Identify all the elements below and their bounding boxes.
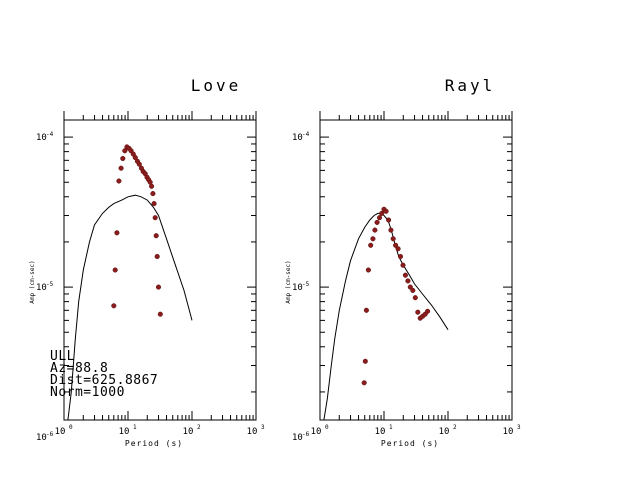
- data-point: [393, 242, 399, 248]
- data-point: [405, 278, 411, 284]
- data-point: [116, 178, 122, 184]
- x-tick-exponent: 1: [133, 424, 137, 431]
- y-axis-label: Amp (cm-sec): [285, 260, 292, 303]
- x-ticks: [319, 111, 513, 420]
- x-tick-exponent: 1: [389, 424, 393, 431]
- data-point: [376, 215, 383, 221]
- data-point: [374, 219, 380, 225]
- x-tick-label: 10: [247, 427, 258, 437]
- data-point: [151, 201, 157, 207]
- y-tick-exponent: -4: [46, 131, 54, 138]
- data-point: [379, 210, 385, 216]
- observed-points: [361, 206, 431, 428]
- data-point: [154, 253, 160, 260]
- x-tick-label: 10: [311, 427, 322, 437]
- data-point: [365, 267, 371, 273]
- station-annotation-line: Norm=1000: [50, 385, 125, 400]
- data-point: [386, 217, 392, 223]
- station-annotation-line: ULL: [50, 349, 75, 364]
- y-tick-label: 10: [292, 283, 303, 293]
- x-tick-exponent: 3: [517, 424, 521, 431]
- data-point: [361, 423, 366, 428]
- x-axis-label: Period (s): [125, 439, 183, 448]
- data-point: [152, 215, 158, 221]
- data-point: [383, 208, 389, 214]
- x-tick-exponent: 2: [197, 424, 201, 431]
- data-point: [112, 267, 118, 273]
- data-point: [412, 295, 418, 301]
- data-point: [368, 242, 374, 248]
- y-tick-label: 10: [292, 433, 303, 443]
- data-point: [370, 236, 376, 242]
- data-point: [425, 308, 431, 314]
- y-tick-exponent: -6: [302, 431, 310, 438]
- y-tick-exponent: -5: [302, 281, 310, 288]
- plot-frame: [63, 119, 257, 421]
- data-point: [111, 303, 117, 309]
- x-tick-label: 10: [55, 427, 66, 437]
- data-point: [415, 309, 421, 315]
- x-tick-label: 10: [183, 427, 194, 437]
- data-point: [400, 262, 406, 268]
- y-ticks: [64, 136, 256, 393]
- x-tick-exponent: 0: [69, 424, 73, 431]
- data-point: [402, 272, 408, 278]
- data-point: [388, 227, 394, 233]
- y-axis-label: Amp (cm-sec): [29, 260, 36, 303]
- data-point: [362, 358, 368, 364]
- y-tick-label: 10: [36, 433, 47, 443]
- x-axis-label: Period (s): [381, 439, 439, 448]
- y-tick-label: 10: [36, 283, 47, 293]
- data-point: [118, 165, 124, 171]
- y-tick-exponent: -5: [46, 281, 54, 288]
- y-ticks: [320, 136, 512, 393]
- x-ticks: [63, 111, 257, 420]
- data-point: [155, 284, 162, 290]
- model-curve: [67, 194, 193, 420]
- chart-title: Rayl: [445, 76, 496, 95]
- data-point: [114, 230, 120, 236]
- y-tick-label: 10: [36, 133, 47, 143]
- y-tick-label: 10: [292, 133, 303, 143]
- x-tick-exponent: 2: [453, 424, 457, 431]
- station-annotation-line: Dist=625.8867: [50, 373, 158, 388]
- data-point: [149, 183, 155, 189]
- x-tick-label: 10: [375, 427, 386, 437]
- data-point: [157, 311, 163, 317]
- plot-frame: [319, 119, 513, 421]
- x-tick-exponent: 3: [261, 424, 265, 431]
- y-tick-exponent: -4: [302, 131, 310, 138]
- x-tick-exponent: 0: [325, 424, 329, 431]
- data-point: [395, 246, 401, 252]
- station-annotation-line: Az=88.8: [50, 361, 108, 376]
- model-curve: [323, 212, 449, 420]
- data-point: [136, 161, 142, 167]
- data-point: [122, 148, 128, 154]
- data-point: [390, 236, 396, 242]
- x-tick-label: 10: [119, 427, 130, 437]
- chart-title: Love: [191, 76, 242, 95]
- x-tick-label: 10: [503, 427, 514, 437]
- y-tick-exponent: -6: [46, 431, 54, 438]
- data-point: [410, 287, 416, 293]
- data-point: [372, 227, 378, 233]
- data-point: [150, 191, 156, 197]
- observed-points: [111, 144, 163, 317]
- data-point: [363, 307, 369, 313]
- data-point: [361, 380, 367, 386]
- x-tick-label: 10: [439, 427, 450, 437]
- data-point: [153, 233, 159, 239]
- data-point: [397, 253, 404, 260]
- data-point: [120, 155, 126, 162]
